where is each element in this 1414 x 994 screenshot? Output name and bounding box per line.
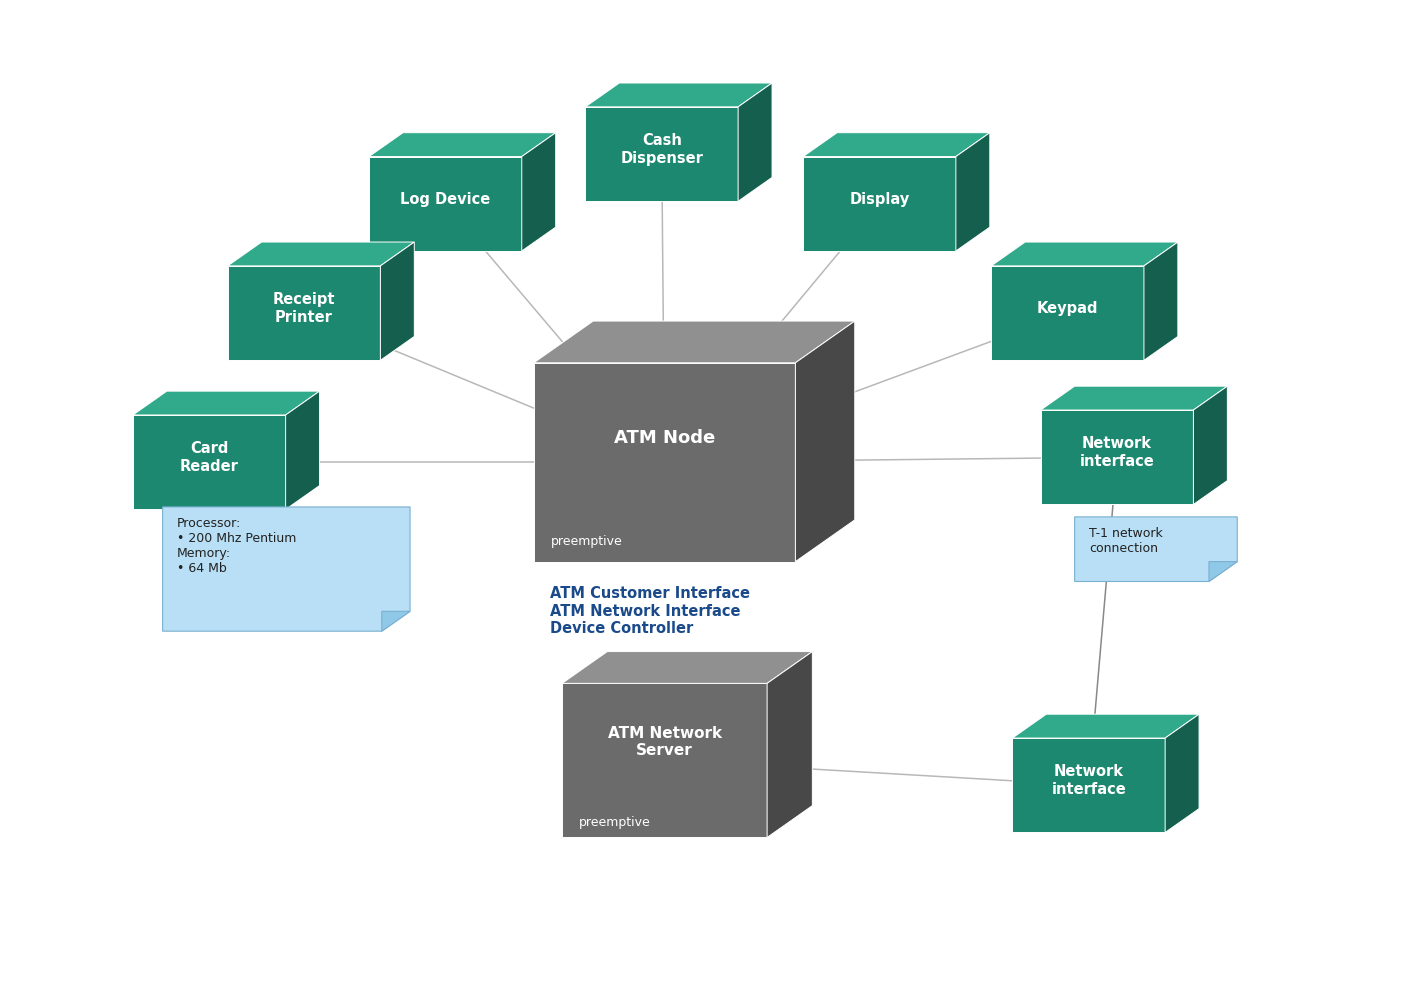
Polygon shape: [768, 652, 812, 837]
Text: Log Device: Log Device: [400, 192, 491, 207]
Polygon shape: [1012, 714, 1199, 738]
Text: Network
interface: Network interface: [1080, 436, 1154, 469]
Text: ATM Customer Interface
ATM Network Interface
Device Controller: ATM Customer Interface ATM Network Inter…: [550, 586, 751, 636]
Polygon shape: [534, 321, 854, 363]
Text: T-1 network
connection: T-1 network connection: [1089, 527, 1162, 555]
Polygon shape: [228, 242, 414, 265]
Polygon shape: [382, 611, 410, 631]
Polygon shape: [133, 391, 320, 415]
Polygon shape: [561, 684, 768, 837]
Polygon shape: [1075, 517, 1237, 581]
Polygon shape: [585, 83, 772, 106]
Polygon shape: [991, 265, 1144, 360]
Polygon shape: [534, 363, 795, 562]
Text: Processor:
• 200 Mhz Pentium
Memory:
• 64 Mb: Processor: • 200 Mhz Pentium Memory: • 6…: [177, 517, 296, 575]
Polygon shape: [795, 321, 854, 562]
Polygon shape: [738, 83, 772, 201]
Polygon shape: [163, 507, 410, 631]
Polygon shape: [1165, 714, 1199, 833]
Polygon shape: [956, 132, 990, 250]
Polygon shape: [369, 132, 556, 156]
Polygon shape: [522, 132, 556, 250]
Text: ATM Network
Server: ATM Network Server: [608, 726, 721, 758]
Text: preemptive: preemptive: [580, 815, 650, 829]
Polygon shape: [991, 242, 1178, 265]
Text: Card
Reader: Card Reader: [180, 441, 239, 474]
Text: Keypad: Keypad: [1036, 301, 1099, 316]
Polygon shape: [1012, 738, 1165, 833]
Text: Network
interface: Network interface: [1052, 764, 1126, 797]
Polygon shape: [1193, 386, 1227, 504]
Polygon shape: [585, 106, 738, 201]
Polygon shape: [1041, 386, 1227, 410]
Polygon shape: [1209, 562, 1237, 581]
Polygon shape: [228, 265, 380, 360]
Text: Receipt
Printer: Receipt Printer: [273, 292, 335, 325]
Polygon shape: [1144, 242, 1178, 360]
Polygon shape: [380, 242, 414, 360]
Polygon shape: [803, 132, 990, 156]
Text: Display: Display: [850, 192, 909, 207]
Text: ATM Node: ATM Node: [614, 429, 715, 447]
Text: preemptive: preemptive: [550, 535, 622, 549]
Polygon shape: [369, 156, 522, 250]
Polygon shape: [133, 415, 286, 509]
Polygon shape: [561, 652, 812, 684]
Polygon shape: [1041, 410, 1193, 504]
Polygon shape: [286, 391, 320, 509]
Polygon shape: [803, 156, 956, 250]
Text: Cash
Dispenser: Cash Dispenser: [621, 133, 703, 166]
